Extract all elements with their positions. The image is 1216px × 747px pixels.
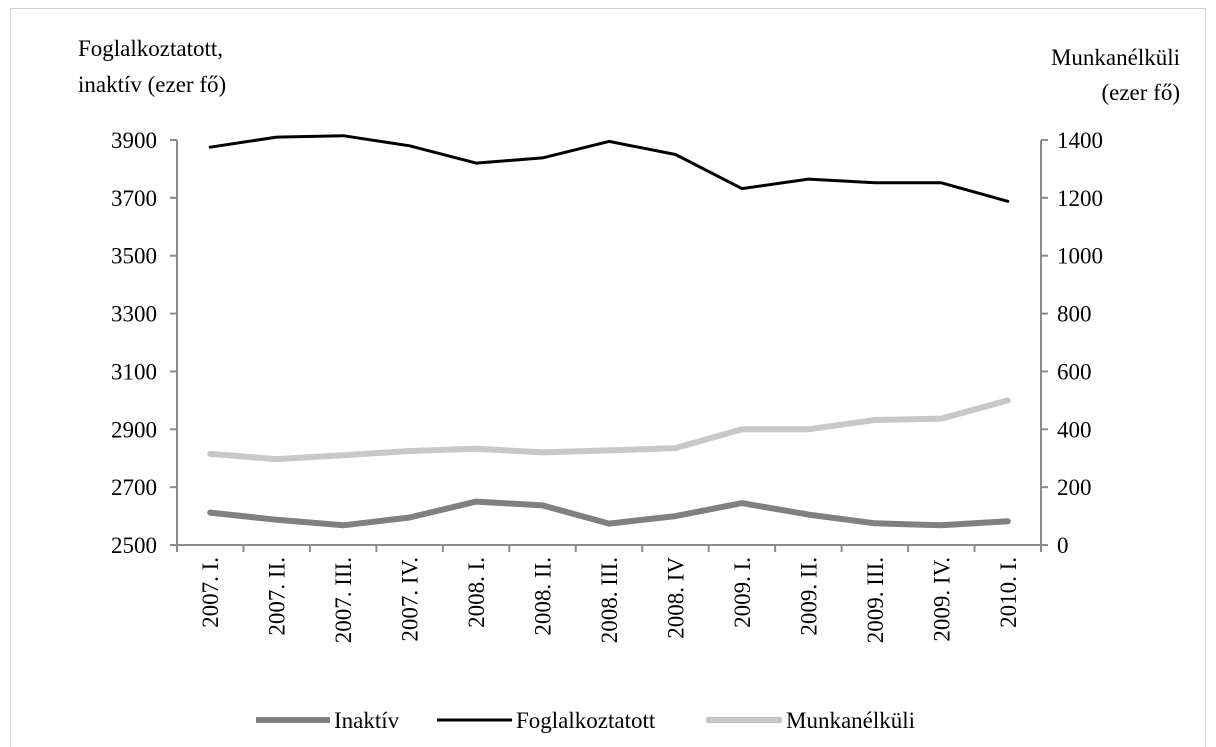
right-tick-label: 1200 xyxy=(1057,186,1103,211)
left-axis-title-line-1: Foglalkoztatott, xyxy=(78,36,223,61)
right-tick-label: 1000 xyxy=(1057,244,1103,269)
axes xyxy=(176,140,1042,546)
left-tick-label: 3100 xyxy=(111,359,157,384)
x-category-label: 2007. IV. xyxy=(398,557,423,642)
x-category-label: 2007. I. xyxy=(198,557,223,628)
x-category-label: 2009. IV. xyxy=(929,557,954,642)
right-tick-label: 200 xyxy=(1057,475,1092,500)
left-tick-label: 3300 xyxy=(111,302,157,327)
x-category-label: 2009. I. xyxy=(730,557,755,628)
left-axis-ticks: 3900 3700 3500 3300 3100 2900 2700 2500 xyxy=(111,128,177,558)
series-line-0 xyxy=(207,498,1011,529)
left-tick-label: 2500 xyxy=(111,533,157,558)
right-axis-ticks: 1400 1200 1000 800 600 400 200 0 xyxy=(1041,128,1103,558)
left-tick-label: 3700 xyxy=(111,186,157,211)
legend-label-2: Munkanélküli xyxy=(786,708,915,733)
right-tick-label: 800 xyxy=(1057,302,1092,327)
left-tick-label: 2700 xyxy=(111,475,157,500)
series-line-1 xyxy=(208,134,1010,203)
legend: Inaktív Foglalkoztatott Munkanélküli xyxy=(256,708,915,733)
x-axis-ticks: 2007. I. 2007. II. 2007. III. 2007. IV. 2008… xyxy=(176,545,1042,643)
right-axis-title-line-1: Munkanélküli xyxy=(1051,45,1180,70)
x-category-label: 2008. III. xyxy=(597,557,622,643)
series-line-2 xyxy=(207,397,1011,463)
x-category-label: 2008. I. xyxy=(464,557,489,628)
x-category-label: 2008. II. xyxy=(531,557,556,636)
left-tick-label: 3500 xyxy=(111,244,157,269)
x-category-label: 2007. II. xyxy=(265,557,290,636)
left-tick-label: 2900 xyxy=(111,417,157,442)
series-lines xyxy=(207,134,1011,529)
legend-label-1: Foglalkoztatott xyxy=(516,708,656,733)
x-category-label: 2009. III. xyxy=(863,557,888,643)
left-axis-title-line-2: inaktív (ezer fő) xyxy=(78,72,226,97)
chart-frame xyxy=(10,8,1206,747)
x-category-label: 2010. I. xyxy=(996,557,1021,628)
right-axis-title-line-2: (ezer fő) xyxy=(1101,80,1180,105)
left-tick-label: 3900 xyxy=(111,128,157,153)
right-tick-label: 400 xyxy=(1057,417,1092,442)
right-tick-label: 0 xyxy=(1057,533,1069,558)
legend-label-0: Inaktív xyxy=(334,708,400,733)
x-category-label: 2008. IV xyxy=(663,557,688,639)
x-category-label: 2009. II. xyxy=(796,557,821,636)
x-category-label: 2007. III. xyxy=(331,557,356,643)
right-tick-label: 600 xyxy=(1057,359,1092,384)
right-tick-label: 1400 xyxy=(1057,128,1103,153)
